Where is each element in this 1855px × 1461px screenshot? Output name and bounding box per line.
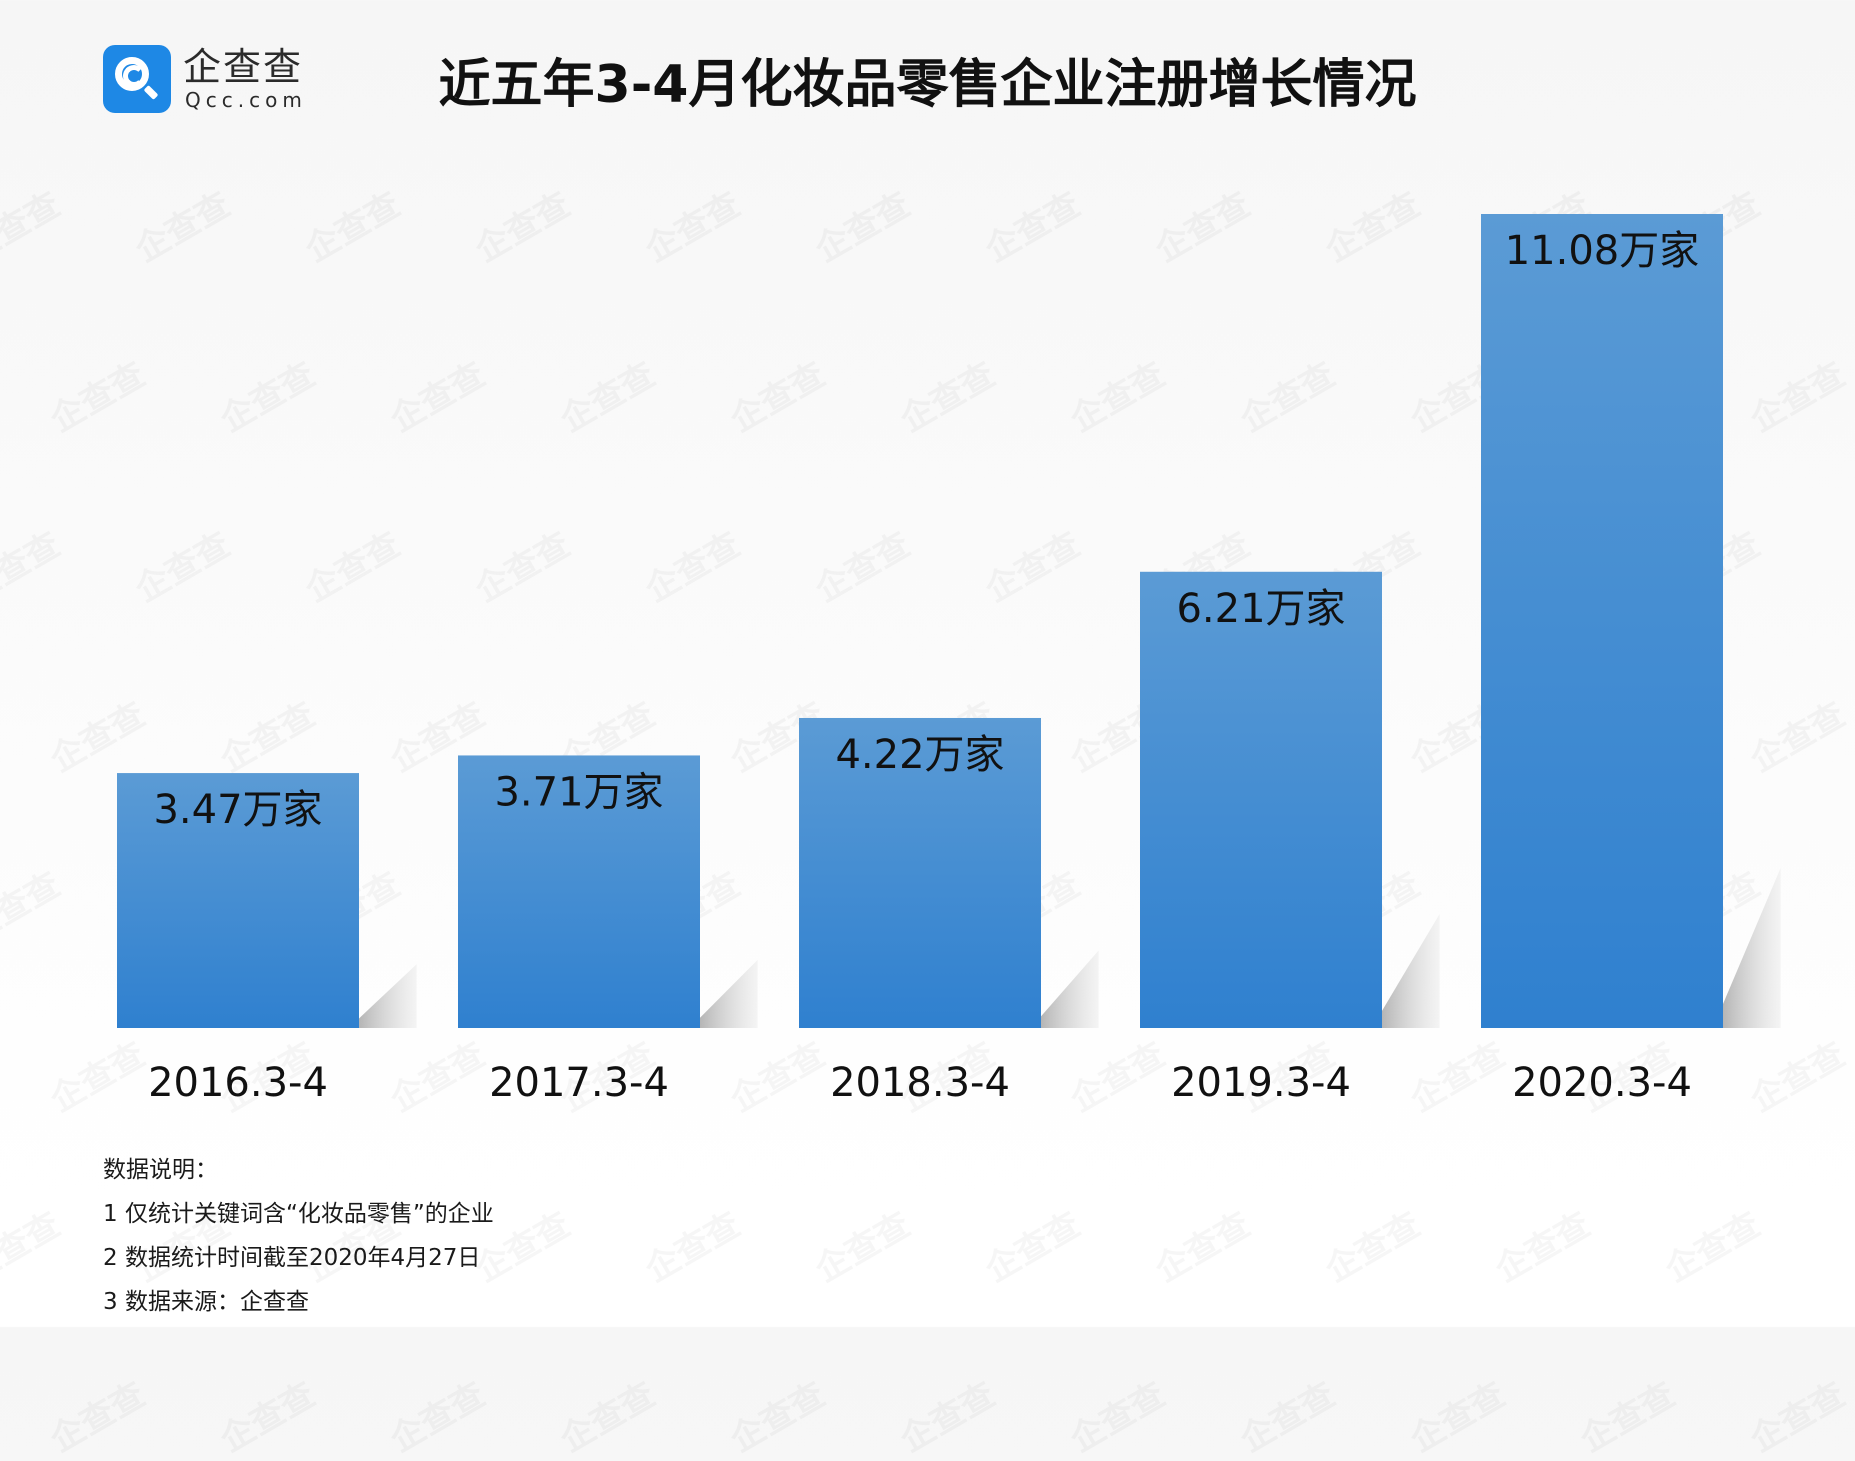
bar-shadow [700,959,758,1028]
bar-shadow [1723,868,1781,1028]
notes-line-2: 2 数据统计时间截至2020年4月27日 [103,1245,481,1271]
bar-2016.3-4 [117,773,359,1028]
notes-line-1: 1 仅统计关键词含“化妆品零售”的企业 [103,1201,494,1227]
watermark-text: 企查查 [383,1374,492,1461]
bar-2017.3-4 [458,755,700,1028]
bar-2019.3-4 [1140,571,1382,1028]
category-label: 2018.3-4 [830,1060,1010,1106]
watermark-text: 企查查 [893,1374,1002,1461]
brand-name-en: Qcc.com [185,88,307,112]
category-label: 2019.3-4 [1171,1060,1351,1106]
chart-title: 近五年3-4月化妆品零售企业注册增长情况 [438,55,1417,115]
bar-value-label: 11.08万家 [1505,228,1700,274]
watermark-text: 企查查 [553,1374,662,1461]
watermark-text: 企查查 [1403,1374,1512,1461]
data-notes: 数据说明： 1 仅统计关键词含“化妆品零售”的企业 2 数据统计时间截至2020… [103,1148,494,1324]
category-label: 2017.3-4 [489,1060,669,1106]
bar-chart: 3.47万家 3.71万家 4.22万家 6.21万家 11.08万家 2016.3-4… [117,214,1781,1106]
bar-value-label: 6.21万家 [1176,586,1345,632]
watermark-text: 企查查 [213,1374,322,1461]
brand-name-cn: 企查查 [183,45,304,89]
watermark-text: 企查查 [43,1374,152,1461]
watermark-text: 企查查 [723,1374,832,1461]
category-label: 2016.3-4 [148,1060,328,1106]
bar-value-label: 3.71万家 [494,769,663,815]
bar-shadow [359,964,417,1028]
notes-line-3: 3 数据来源：企查查 [103,1289,309,1315]
watermark-text: 企查查 [1743,1374,1852,1461]
bar-shadow [1382,913,1440,1028]
bar-2020.3-4 [1481,214,1723,1028]
watermark-text: 企查查 [1063,1374,1172,1461]
qcc-logo-icon [103,45,171,113]
bar-value-label: 4.22万家 [835,732,1004,778]
bar-2018.3-4 [799,717,1041,1028]
category-label: 2020.3-4 [1512,1060,1692,1106]
watermark-text: 企查查 [1573,1374,1682,1461]
bar-value-label: 3.47万家 [153,787,322,833]
brand-logo: 企查查 Qcc.com [103,45,307,113]
watermark-text: 企查查 [1233,1374,1342,1461]
bar-shadow [1041,950,1099,1028]
notes-heading: 数据说明： [103,1157,218,1183]
